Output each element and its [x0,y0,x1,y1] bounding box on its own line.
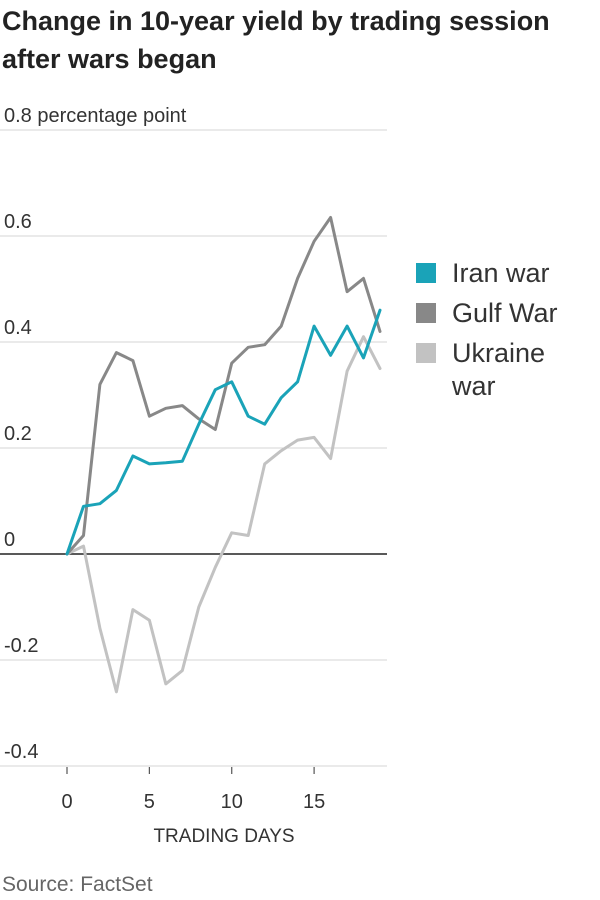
y-tick-label: 0 [4,529,15,551]
chart-title-line-2: after wars began [2,44,217,74]
chart-title: Change in 10-year yield by trading sessi… [2,2,592,78]
x-axis: 0 5 10 15 [61,767,325,813]
legend-swatch [416,303,436,323]
legend-label: Ukraine [452,338,545,368]
x-tick-label: 15 [303,791,325,813]
legend-label: Iran war [452,258,550,288]
x-tick-label: 5 [144,791,155,813]
series-line-gulf-war [65,216,382,556]
y-tick-label: -0.4 [4,741,38,763]
chart-title-line-1: Change in 10-year yield by trading sessi… [2,6,550,36]
x-axis-title: TRADING DAYS [153,826,294,847]
y-tick-label: 0.8 percentage point [4,105,187,127]
y-axis-tick-labels: 0.8 percentage point 0.6 0.4 0.2 0 -0.2 -0.4 [4,105,187,763]
legend-label: Gulf War [452,298,558,328]
y-tick-label: 0.4 [4,317,32,339]
series-line-iran-war [65,308,382,556]
x-tick-label: 10 [221,791,243,813]
x-tick-label: 0 [61,791,72,813]
source-note: Source: FactSet [2,873,153,896]
legend-label: war [451,371,496,401]
y-tick-label: 0.2 [4,423,32,445]
series-lines [65,216,382,694]
series-line-ukraine-war [65,335,382,694]
grid-lines [0,129,387,767]
y-tick-label: -0.2 [4,635,38,657]
legend-swatch [416,263,436,283]
legend-swatch [416,343,436,363]
y-tick-label: 0.6 [4,211,32,233]
